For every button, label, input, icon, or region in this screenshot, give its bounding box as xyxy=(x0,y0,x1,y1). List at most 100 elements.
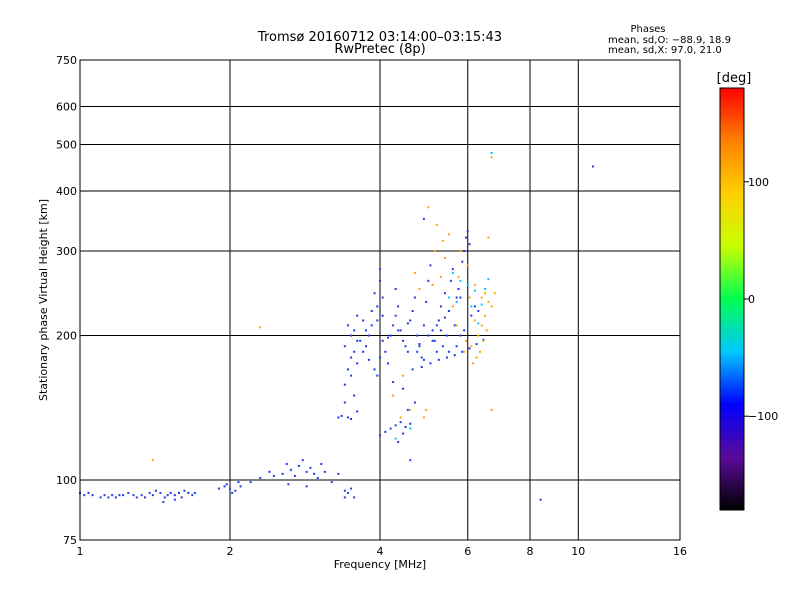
x-tick-label: 2 xyxy=(227,545,234,558)
data-point xyxy=(441,345,444,348)
data-point xyxy=(409,319,412,322)
data-point xyxy=(225,483,228,486)
data-point xyxy=(459,250,462,253)
data-point xyxy=(441,239,444,242)
data-point xyxy=(484,288,487,291)
data-point xyxy=(111,494,114,497)
data-point xyxy=(470,314,473,317)
data-point xyxy=(422,416,425,419)
data-point xyxy=(431,283,434,286)
data-point xyxy=(409,408,412,411)
data-point xyxy=(381,296,384,299)
data-point xyxy=(406,408,409,411)
data-point xyxy=(169,491,172,494)
data-point xyxy=(191,494,194,497)
data-point xyxy=(122,494,125,497)
data-point xyxy=(539,498,542,501)
data-point xyxy=(477,334,480,337)
data-point xyxy=(468,347,471,350)
data-point xyxy=(435,324,438,327)
data-point xyxy=(490,156,493,159)
data-point xyxy=(379,268,381,271)
data-point xyxy=(386,336,389,339)
data-point xyxy=(151,494,154,497)
data-point xyxy=(447,309,450,312)
data-point xyxy=(350,356,353,359)
data-point xyxy=(373,292,376,295)
data-point xyxy=(487,300,490,303)
data-point xyxy=(249,481,252,484)
data-point xyxy=(591,165,594,168)
colorbar-gradient xyxy=(719,87,745,511)
data-point xyxy=(399,329,402,332)
x-tick-label: 16 xyxy=(673,545,687,558)
data-point xyxy=(297,464,300,467)
colorbar-tick-label: 100 xyxy=(748,176,769,189)
data-point xyxy=(453,324,456,327)
data-point xyxy=(384,430,387,433)
data-point xyxy=(459,334,462,337)
data-point xyxy=(443,257,446,260)
data-point xyxy=(305,470,308,473)
data-point xyxy=(309,466,312,469)
x-tick-label: 6 xyxy=(464,545,471,558)
data-point xyxy=(392,324,395,327)
data-point xyxy=(455,300,458,303)
data-point xyxy=(376,319,379,322)
data-point xyxy=(162,500,165,503)
data-point xyxy=(404,425,407,428)
legend-line-o: mean, sd,O: −88.9, 18.9 xyxy=(608,35,731,46)
data-point xyxy=(350,487,353,490)
data-point xyxy=(381,314,384,317)
data-point xyxy=(472,362,475,365)
data-point xyxy=(343,489,346,492)
data-point xyxy=(373,368,376,371)
data-point xyxy=(480,303,483,306)
chart-title: Tromsø 20160712 03:14:00–03:15:43 xyxy=(257,30,502,45)
data-point xyxy=(466,264,469,267)
data-point xyxy=(431,339,434,342)
data-point xyxy=(365,329,368,332)
data-point xyxy=(420,356,423,359)
data-point xyxy=(425,300,428,303)
x-tick-label: 4 xyxy=(377,545,384,558)
data-point xyxy=(487,236,490,239)
data-point xyxy=(447,233,450,236)
data-point xyxy=(425,408,428,411)
data-point xyxy=(289,468,292,471)
data-point xyxy=(389,427,392,430)
data-point xyxy=(399,416,402,419)
data-point xyxy=(416,334,419,337)
data-point xyxy=(132,494,135,497)
data-point xyxy=(389,334,392,337)
data-point xyxy=(350,418,353,421)
data-point xyxy=(445,356,448,359)
data-point xyxy=(466,283,469,286)
data-point xyxy=(87,491,90,494)
data-point xyxy=(468,243,471,246)
data-point xyxy=(140,494,143,497)
data-point xyxy=(350,374,353,377)
data-point xyxy=(83,494,86,497)
data-point xyxy=(353,329,356,332)
data-point xyxy=(316,476,319,479)
data-point xyxy=(223,485,226,488)
data-point xyxy=(470,345,473,348)
colorbar: [deg] 100 0 −100 xyxy=(717,71,778,511)
data-point xyxy=(451,268,454,271)
data-point xyxy=(346,368,349,371)
data-point xyxy=(459,279,462,282)
y-tick-label: 200 xyxy=(56,330,77,343)
data-point xyxy=(365,345,368,348)
data-point xyxy=(439,305,442,308)
data-point xyxy=(457,288,460,291)
data-point xyxy=(480,296,483,299)
legend-title: Phases xyxy=(630,24,665,35)
data-point xyxy=(449,279,452,282)
data-point xyxy=(418,343,421,346)
data-point xyxy=(301,459,304,462)
colorbar-tick-label: −100 xyxy=(748,410,778,423)
colorbar-ticks: 100 0 −100 xyxy=(744,176,778,423)
data-point xyxy=(455,296,458,299)
